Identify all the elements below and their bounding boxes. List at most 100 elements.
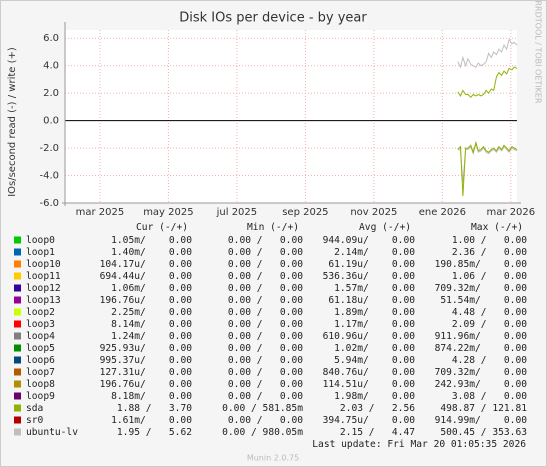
legend-avg: 1.89m/ 0.00	[334, 307, 415, 318]
legend-min: 0.00 / 0.00	[228, 355, 303, 366]
legend-cur: 196.76u/ 0.00	[100, 295, 193, 306]
legend-min: 0.00 / 0.00	[228, 391, 303, 402]
legend-name: loop12	[26, 283, 61, 294]
legend-name: loop2	[26, 307, 55, 318]
legend-max: 1.00 / 0.00	[452, 235, 527, 246]
legend-cur: 8.14m/ 0.00	[111, 319, 192, 330]
legend-avg: 2.03 / 2.56	[340, 403, 415, 414]
legend-swatch	[14, 272, 21, 280]
legend-swatch	[14, 344, 21, 352]
legend-cur: 104.17u/ 0.00	[100, 259, 193, 270]
legend-avg: 1.02m/ 0.00	[334, 343, 415, 354]
legend-avg: 61.19u/ 0.00	[328, 259, 415, 270]
x-tick-label: may 2025	[143, 207, 193, 218]
legend-avg: 1.57m/ 0.00	[334, 283, 415, 294]
y-tick-label: -4.0	[39, 171, 59, 182]
legend-swatch	[14, 428, 21, 436]
legend-cur: 1.40m/ 0.00	[111, 247, 192, 258]
last-update: Last update: Fri Mar 20 01:05:35 2026	[312, 439, 526, 450]
legend-max: 709.32m/ 0.00	[435, 367, 528, 378]
legend-cur: 8.18m/ 0.00	[111, 391, 192, 402]
legend-min: 0.00 / 0.00	[228, 343, 303, 354]
legend-cur: 995.37u/ 0.00	[100, 355, 193, 366]
legend-max: 4.28 / 0.00	[452, 355, 527, 366]
legend-name: sda	[26, 403, 43, 414]
legend-name: loop8	[26, 379, 55, 390]
legend-name: loop9	[26, 391, 55, 402]
legend-header: Avg (-/+)	[359, 222, 411, 233]
legend-min: 0.00 / 0.00	[228, 235, 303, 246]
x-tick-label: nov 2025	[350, 207, 397, 218]
legend-swatch	[14, 320, 21, 328]
legend-name: loop13	[26, 295, 61, 306]
y-axis-label: IOs/second read (-) / write (+)	[7, 47, 18, 197]
legend-name: sr0	[26, 415, 44, 426]
y-tick-label: -6.0	[39, 198, 59, 209]
legend-name: loop3	[26, 319, 55, 330]
legend-name: loop4	[26, 331, 55, 342]
legend-cur: 1.88 / 3.70	[117, 403, 192, 414]
series-line	[457, 38, 518, 69]
legend-name: loop7	[26, 367, 55, 378]
legend-min: 0.00 / 0.00	[228, 415, 303, 426]
legend-avg: 1.17m/ 0.00	[334, 319, 415, 330]
legend-min: 0.00 / 0.00	[228, 271, 303, 282]
legend-avg: 2.15 / 4.47	[340, 427, 415, 438]
legend-max: 4.48 / 0.00	[452, 307, 527, 318]
legend-avg: 2.14m/ 0.00	[334, 247, 415, 258]
legend-swatch	[14, 332, 21, 340]
legend-swatch	[14, 368, 21, 376]
legend-cur: 196.76u/ 0.00	[100, 379, 193, 390]
legend-name: loop0	[26, 235, 55, 246]
x-tick-label: mar 2025	[76, 207, 125, 218]
legend-cur: 1.95 / 5.62	[117, 427, 192, 438]
legend-max: 2.09 / 0.00	[452, 319, 527, 330]
legend-cur: 2.25m/ 0.00	[111, 307, 192, 318]
legend-header: Max (-/+)	[471, 222, 523, 233]
legend-avg: 610.96u/ 0.00	[323, 331, 416, 342]
legend-max: 911.96m/ 0.00	[435, 331, 528, 342]
legend-swatch	[14, 416, 21, 424]
legend-min: 0.00 / 0.00	[228, 307, 303, 318]
legend-name: loop6	[26, 355, 55, 366]
legend-swatch	[14, 308, 21, 316]
legend-swatch	[14, 296, 21, 304]
legend-max: 2.36 / 0.00	[452, 247, 527, 258]
legend-min: 0.00 / 0.00	[228, 283, 303, 294]
footer: Munin 2.0.75	[247, 454, 299, 463]
y-tick-label: 4.0	[43, 61, 59, 72]
legend-swatch	[14, 260, 21, 268]
legend-name: loop11	[26, 271, 61, 282]
legend-max: 242.93m/ 0.00	[435, 379, 528, 390]
x-tick-label: mar 2026	[487, 207, 536, 218]
legend-avg: 944.09u/ 0.00	[323, 235, 416, 246]
legend-max: 3.08 / 0.00	[452, 391, 527, 402]
legend-swatch	[14, 236, 21, 244]
legend-cur: 1.24m/ 0.00	[111, 331, 192, 342]
x-tick-label: sep 2025	[282, 207, 328, 218]
legend-cur: 694.44u/ 0.00	[100, 271, 193, 282]
legend-max: 51.54m/ 0.00	[440, 295, 527, 306]
legend-min: 0.00 / 0.00	[228, 379, 303, 390]
side-text: RRDTOOL / TOBI OETIKER	[534, 0, 543, 103]
legend-max: 498.87 / 121.81	[440, 403, 527, 414]
legend-header: Cur (-/+)	[136, 222, 188, 233]
series-line	[457, 140, 518, 197]
legend-min: 0.00 / 0.00	[228, 319, 303, 330]
legend-swatch	[14, 392, 21, 400]
legend-max: 914.99m/ 0.00	[435, 415, 528, 426]
legend-min: 0.00 / 980.05m	[222, 427, 303, 438]
legend-swatch	[14, 248, 21, 256]
x-tick-label: jul 2025	[216, 207, 258, 218]
legend-cur: 925.93u/ 0.00	[100, 343, 193, 354]
series-line	[457, 66, 518, 99]
x-tick-label: ene 2026	[419, 207, 466, 218]
legend-min: 0.00 / 0.00	[228, 367, 303, 378]
legend-name: loop1	[26, 247, 55, 258]
legend-max: 874.22m/ 0.00	[435, 343, 528, 354]
legend-avg: 840.76u/ 0.00	[323, 367, 416, 378]
legend-cur: 1.06m/ 0.00	[111, 283, 192, 294]
legend-name: ubuntu-lv	[26, 427, 78, 438]
